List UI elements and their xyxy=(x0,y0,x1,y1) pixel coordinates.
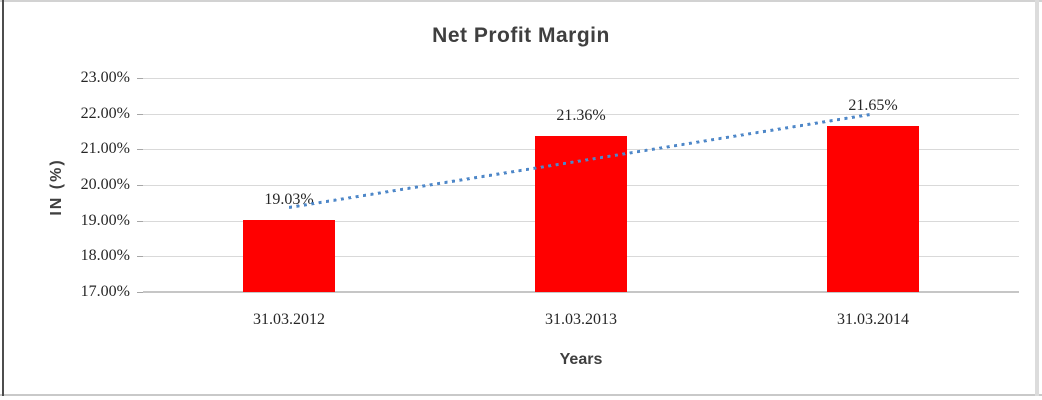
x-axis-line xyxy=(143,291,1019,293)
frame-top-border xyxy=(0,0,1042,2)
y-tick-label: 17.00% xyxy=(80,283,130,300)
x-category-label: 31.03.2014 xyxy=(837,311,909,328)
x-axis-title: Years xyxy=(559,351,603,368)
frame-right-border xyxy=(1035,0,1039,396)
y-axis-tick xyxy=(137,149,143,151)
x-category-label: 31.03.2012 xyxy=(253,311,325,328)
bar-31.03.2012 xyxy=(243,219,335,292)
y-tick-label: 21.00% xyxy=(80,140,130,158)
chart-title: Net Profit Margin xyxy=(432,24,610,47)
bar-31.03.2014 xyxy=(827,126,919,292)
y-tick-label: 19.00% xyxy=(80,211,130,229)
y-axis-tick xyxy=(137,220,143,222)
bar-data-label: 21.65% xyxy=(848,97,898,115)
y-axis-tick xyxy=(137,292,143,293)
y-axis-tick xyxy=(137,113,143,115)
y-axis-tick xyxy=(137,256,143,258)
bar-data-label: 21.36% xyxy=(556,107,606,125)
y-axis-tick xyxy=(137,78,143,79)
y-tick-label: 23.00% xyxy=(80,69,130,86)
frame-bottom-border xyxy=(0,394,1042,396)
y-tick-label: 20.00% xyxy=(80,176,130,193)
y-tick-label: 22.00% xyxy=(80,104,130,122)
frame-left-border xyxy=(2,0,4,396)
y-tick-label: 18.00% xyxy=(80,247,130,265)
x-category-label: 31.03.2013 xyxy=(545,311,617,328)
gridline xyxy=(143,78,1019,79)
bar-31.03.2013 xyxy=(535,136,627,292)
y-axis-tick xyxy=(137,185,143,186)
gridline xyxy=(143,113,1019,115)
